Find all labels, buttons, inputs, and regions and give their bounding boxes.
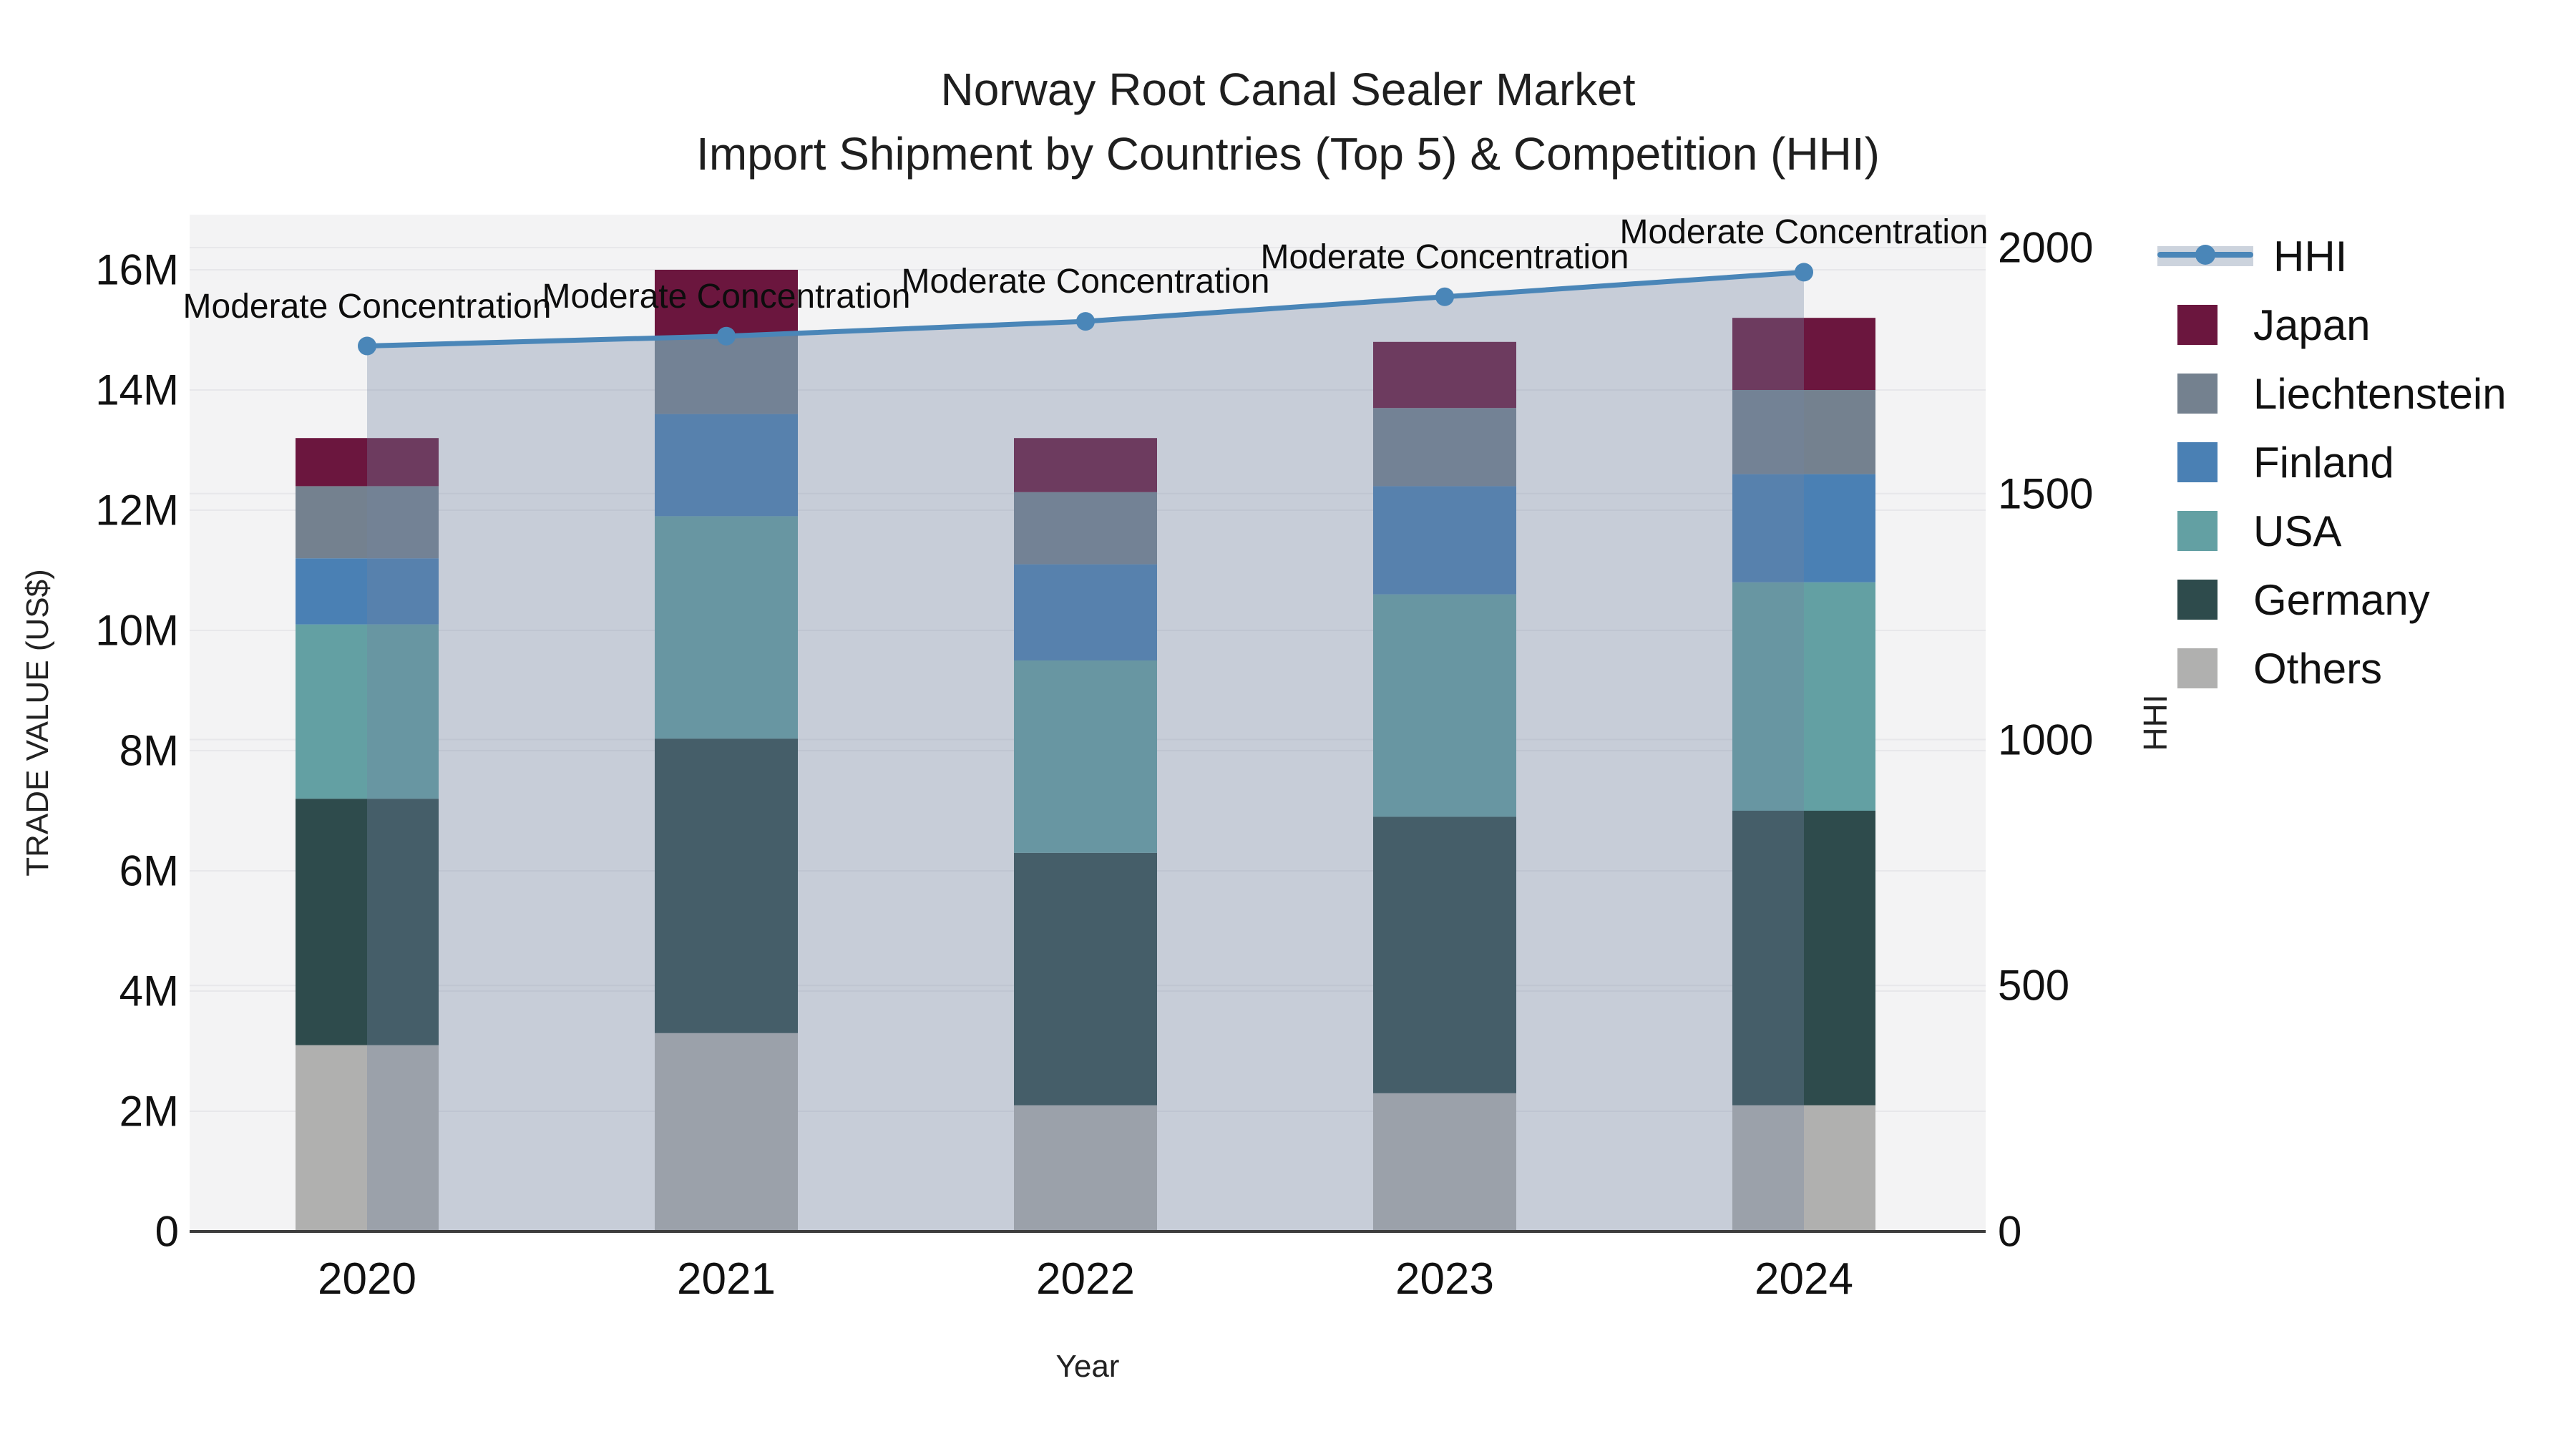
left-tick-6M: 6M (119, 847, 179, 895)
right-tick-0: 0 (1998, 1207, 2022, 1256)
legend-label-japan: Japan (2253, 301, 2371, 349)
right-tick-2000: 2000 (1998, 223, 2094, 272)
bar-segment-usa-2023 (1373, 594, 1516, 817)
hhi-marker-2023 (1435, 287, 1454, 306)
bar-segment-liechtenstein-2021 (655, 336, 798, 414)
x-tick-2024: 2024 (1755, 1254, 1853, 1304)
x-tick-2022: 2022 (1036, 1254, 1135, 1304)
bar-segment-others-2023 (1373, 1093, 1516, 1231)
bar-segment-finland-2020 (296, 558, 439, 625)
bar-segment-finland-2022 (1014, 564, 1157, 660)
legend-label-hhi: HHI (2273, 232, 2348, 280)
annotation-2022: Moderate Concentration (901, 263, 1270, 301)
bar-segment-germany-2024 (1732, 811, 1875, 1106)
bar-segment-germany-2022 (1014, 852, 1157, 1106)
annotation-2024: Moderate Concentration (1619, 213, 1989, 252)
bar-segment-others-2022 (1014, 1105, 1157, 1231)
left-tick-14M: 14M (95, 366, 179, 414)
bar-segment-finland-2023 (1373, 486, 1516, 595)
x-axis-title: Year (1055, 1349, 1120, 1384)
legend: HHI Japan Liechtenstein Finland USA Germany Ot… (2157, 222, 2507, 703)
bar-segment-liechtenstein-2024 (1732, 390, 1875, 474)
left-tick-8M: 8M (119, 726, 179, 775)
bar-segment-usa-2020 (296, 624, 439, 799)
legend-swatch-finland (2177, 442, 2218, 482)
bar-segment-japan-2022 (1014, 438, 1157, 492)
legend-label-finland: Finland (2253, 438, 2394, 487)
left-tick-12M: 12M (95, 486, 179, 535)
hhi-area-fill (367, 272, 1804, 1231)
x-tick-2023: 2023 (1395, 1254, 1494, 1304)
legend-line-dot (2195, 245, 2215, 265)
bar-segment-japan-2023 (1373, 341, 1516, 409)
bar-segment-germany-2021 (655, 738, 798, 1033)
annotation-2023: Moderate Concentration (1260, 238, 1629, 276)
chart-svg (190, 215, 1986, 1234)
hhi-marker-2021 (717, 326, 736, 346)
bar-segment-japan-2020 (296, 438, 439, 487)
right-axis-title: HHI (2137, 694, 2174, 751)
bar-segment-liechtenstein-2022 (1014, 492, 1157, 565)
bar-segment-japan-2021 (655, 270, 798, 336)
legend-swatch-others (2177, 648, 2218, 688)
left-tick-4M: 4M (119, 967, 179, 1015)
right-tick-500: 500 (1998, 961, 2070, 1010)
x-tick-2020: 2020 (318, 1254, 416, 1304)
bar-segment-usa-2022 (1014, 660, 1157, 853)
legend-label-others: Others (2253, 644, 2383, 693)
left-tick-0: 0 (155, 1207, 179, 1256)
annotation-2020: Moderate Concentration (182, 287, 552, 326)
left-axis-title: TRADE VALUE (US$) (20, 569, 55, 877)
legend-item-hhi[interactable]: HHI (2157, 222, 2507, 291)
chart-title-line1: Norway Root Canal Sealer Market (940, 64, 1636, 115)
right-tick-1500: 1500 (1998, 469, 2094, 518)
x-tick-2021: 2021 (677, 1254, 776, 1304)
legend-label-usa: USA (2253, 507, 2342, 555)
bar-segment-germany-2023 (1373, 816, 1516, 1093)
right-tick-1000: 1000 (1998, 716, 2094, 763)
bar-segment-japan-2024 (1732, 318, 1875, 390)
bar-segment-usa-2021 (655, 516, 798, 739)
legend-item-others[interactable]: Others (2157, 634, 2507, 703)
legend-swatch-japan (2177, 305, 2218, 345)
bar-segment-liechtenstein-2023 (1373, 408, 1516, 487)
legend-swatch-liechtenstein (2177, 374, 2218, 414)
legend-item-liechtenstein[interactable]: Liechtenstein (2157, 359, 2507, 428)
bar-segment-others-2024 (1732, 1105, 1875, 1231)
legend-item-germany[interactable]: Germany (2157, 565, 2507, 634)
bar-segment-liechtenstein-2020 (296, 486, 439, 559)
legend-item-usa[interactable]: USA (2157, 497, 2507, 565)
legend-label-germany: Germany (2253, 575, 2430, 624)
chart-title-line2: Import Shipment by Countries (Top 5) & C… (696, 128, 1880, 180)
legend-item-finland[interactable]: Finland (2157, 428, 2507, 497)
bar-segment-others-2020 (296, 1045, 439, 1231)
left-tick-10M: 10M (95, 606, 179, 655)
bar-segment-others-2021 (655, 1033, 798, 1231)
chart-title: Norway Root Canal Sealer Market Import S… (429, 57, 2147, 186)
left-tick-16M: 16M (95, 245, 179, 294)
legend-label-liechtenstein: Liechtenstein (2253, 369, 2507, 418)
bar-segment-usa-2024 (1732, 582, 1875, 811)
legend-item-japan[interactable]: Japan (2157, 291, 2507, 359)
bar-segment-germany-2020 (296, 799, 439, 1045)
annotation-2021: Moderate Concentration (542, 277, 911, 316)
legend-swatch-germany (2177, 580, 2218, 620)
plot-area (190, 215, 1986, 1234)
left-tick-2M: 2M (119, 1087, 179, 1136)
hhi-marker-2022 (1076, 312, 1095, 331)
hhi-marker-2020 (358, 336, 376, 356)
legend-swatch-usa (2177, 511, 2218, 551)
hhi-line-icon (2157, 236, 2253, 276)
bar-segment-finland-2021 (655, 414, 798, 517)
hhi-marker-2024 (1795, 263, 1813, 282)
bar-segment-finland-2024 (1732, 474, 1875, 582)
